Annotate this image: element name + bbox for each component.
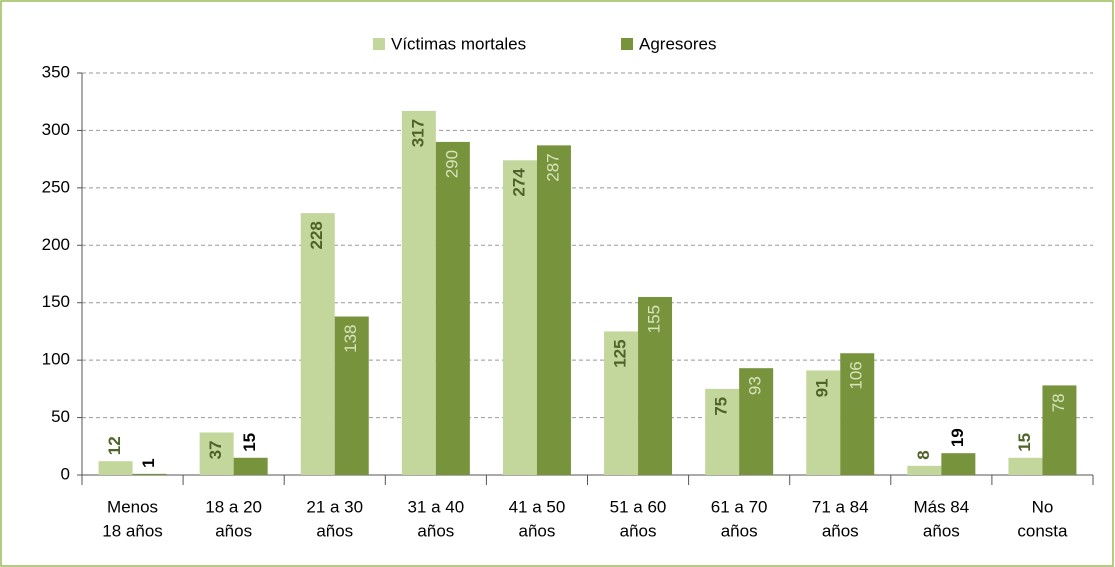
x-tick-label: 21 a 30 (306, 497, 363, 516)
x-tick-label: Menos (107, 497, 158, 516)
value-label: 287 (543, 153, 562, 181)
bar (401, 110, 436, 475)
x-tick-label: consta (1017, 521, 1068, 540)
legend-label: Víctimas mortales (391, 34, 526, 53)
y-tick-label: 350 (42, 62, 70, 81)
x-tick-label: años (620, 521, 657, 540)
y-tick-label: 250 (42, 177, 70, 196)
bar (502, 160, 537, 475)
legend-label: Agresores (639, 34, 716, 53)
value-label: 15 (1015, 433, 1034, 452)
bar (233, 457, 268, 475)
value-label: 106 (847, 361, 866, 389)
bar (132, 473, 167, 475)
value-label: 37 (206, 441, 225, 460)
x-tick-label: 61 a 70 (711, 497, 768, 516)
x-tick-label: No (1032, 497, 1054, 516)
bar (199, 432, 234, 475)
y-tick-label: 100 (42, 350, 70, 369)
value-label: 290 (442, 150, 461, 178)
value-label: 138 (341, 324, 360, 352)
bar (1042, 385, 1077, 475)
x-tick-label: 41 a 50 (509, 497, 566, 516)
x-tick-label: años (923, 521, 960, 540)
value-label: 155 (645, 305, 664, 333)
x-tick-label: años (215, 521, 252, 540)
value-label: 12 (105, 436, 124, 455)
x-tick-label: años (417, 521, 454, 540)
bar (435, 141, 470, 475)
y-tick-label: 200 (42, 235, 70, 254)
bar (705, 388, 740, 475)
value-label: 78 (1049, 393, 1068, 412)
value-label: 19 (948, 428, 967, 447)
bar (604, 331, 639, 475)
bar (300, 213, 335, 475)
x-tick-label: años (519, 521, 556, 540)
bar (98, 461, 133, 475)
x-tick-label: 51 a 60 (610, 497, 667, 516)
x-tick-label: años (822, 521, 859, 540)
y-tick-label: 150 (42, 292, 70, 311)
x-tick-label: Más 84 (913, 497, 969, 516)
legend-swatch (621, 38, 633, 50)
bar (536, 145, 571, 476)
bar (638, 296, 673, 475)
x-tick-label: 18 años (102, 521, 163, 540)
value-label: 75 (712, 397, 731, 416)
value-label: 15 (240, 433, 259, 452)
bar (840, 353, 875, 475)
bar (941, 453, 976, 475)
value-label: 228 (307, 221, 326, 249)
value-label: 125 (611, 339, 630, 367)
bar (907, 465, 942, 475)
y-tick-label: 300 (42, 120, 70, 139)
value-label: 1 (139, 458, 158, 467)
bar (334, 316, 369, 475)
x-tick-label: años (316, 521, 353, 540)
x-tick-label: 18 a 20 (205, 497, 262, 516)
legend-swatch (373, 38, 385, 50)
value-label: 93 (746, 376, 765, 395)
x-tick-label: 71 a 84 (812, 497, 869, 516)
x-tick-label: 31 a 40 (407, 497, 464, 516)
x-tick-label: años (721, 521, 758, 540)
value-label: 8 (914, 450, 933, 459)
value-label: 274 (509, 168, 528, 197)
value-label: 91 (813, 378, 832, 397)
value-label: 317 (408, 119, 427, 147)
bar (806, 370, 841, 475)
bar (739, 368, 774, 475)
bar (1008, 457, 1043, 475)
y-tick-label: 50 (51, 407, 70, 426)
y-tick-label: 0 (61, 464, 70, 483)
